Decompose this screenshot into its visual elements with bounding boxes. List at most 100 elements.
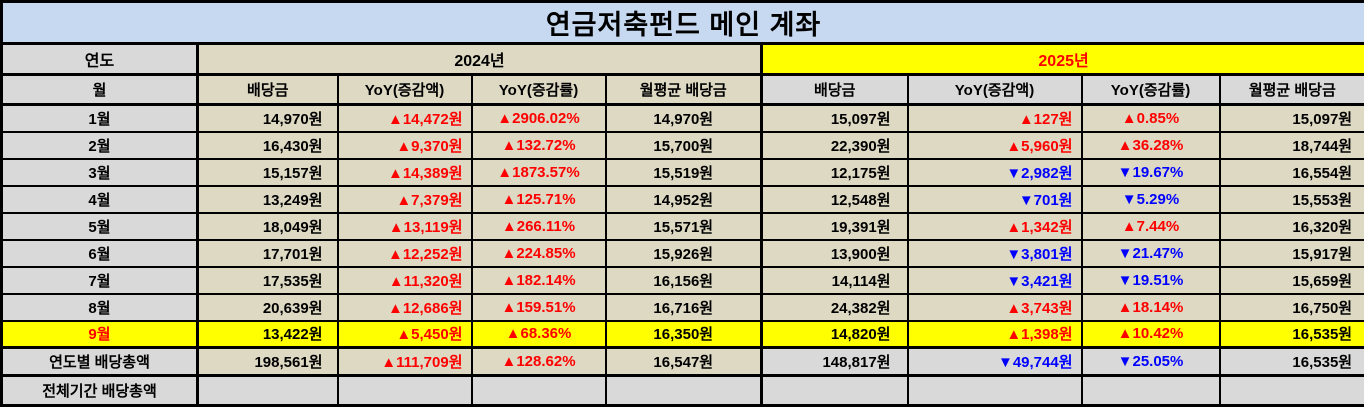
table-row: 3월 15,157원 ▲14,389원 ▲1873.57% 15,519원 12… (2, 159, 1364, 186)
table-row: 6월 17,701원 ▲12,252원 ▲224.85% 15,926원 13,… (2, 240, 1364, 267)
table-cell: 12,175원 (762, 159, 908, 186)
table-row: 4월 13,249원 ▲7,379원 ▲125.71% 14,952원 12,5… (2, 186, 1364, 213)
col-header-2025-monthly-avg: 월평균 배당금 (1220, 75, 1364, 105)
table-cell: ▲1,398원 (908, 321, 1082, 348)
table-cell: ▼3,801원 (908, 240, 1082, 267)
table-cell: ▲9,370원 (338, 132, 472, 159)
table-cell: ▼3,421원 (908, 267, 1082, 294)
page-title: 연금저축펀드 메인 계좌 (2, 2, 1364, 44)
table-cell: ▼25.05% (1082, 348, 1220, 376)
row-label: 5월 (2, 213, 198, 240)
row-label: 6월 (2, 240, 198, 267)
table-cell: 16,320원 (1220, 213, 1364, 240)
row-label: 2월 (2, 132, 198, 159)
table-cell: 16,716원 (606, 294, 762, 321)
table-cell: ▲11,320원 (338, 267, 472, 294)
table-cell: 15,700원 (606, 132, 762, 159)
table-cell: ▼701원 (908, 186, 1082, 213)
table-cell: 14,952원 (606, 186, 762, 213)
table-cell (908, 376, 1082, 406)
table-cell: 24,382원 (762, 294, 908, 321)
table-cell: ▲159.51% (472, 294, 606, 321)
table-cell: 13,900원 (762, 240, 908, 267)
table-cell: ▲7,379원 (338, 186, 472, 213)
table-cell: 12,548원 (762, 186, 908, 213)
row-label: 전체기간 배당총액 (2, 376, 198, 406)
table-cell: 15,097원 (1220, 105, 1364, 132)
table-cell: ▼21.47% (1082, 240, 1220, 267)
table-cell: 15,097원 (762, 105, 908, 132)
table-cell: ▲18.14% (1082, 294, 1220, 321)
table-cell: 16,430원 (198, 132, 338, 159)
table-cell: 16,547원 (606, 348, 762, 376)
table-cell: 15,553원 (1220, 186, 1364, 213)
col-header-2024-yoy-amount: YoY(증감액) (338, 75, 472, 105)
col-header-2025-yoy-amount: YoY(증감액) (908, 75, 1082, 105)
table-cell (198, 376, 338, 406)
table-cell: 13,422원 (198, 321, 338, 348)
table-cell: 15,571원 (606, 213, 762, 240)
table-cell: ▲12,686원 (338, 294, 472, 321)
year-2024-header: 2024년 (198, 44, 762, 75)
table-cell: 15,917원 (1220, 240, 1364, 267)
table-cell (762, 376, 908, 406)
table-cell: ▲224.85% (472, 240, 606, 267)
table-cell: ▲128.62% (472, 348, 606, 376)
table-row: 1월 14,970원 ▲14,472원 ▲2906.02% 14,970원 15… (2, 105, 1364, 132)
title-row: 연금저축펀드 메인 계좌 (2, 2, 1364, 44)
table-cell: 17,701원 (198, 240, 338, 267)
table-cell: ▲3,743원 (908, 294, 1082, 321)
table-cell: ▲7.44% (1082, 213, 1220, 240)
row-label: 7월 (2, 267, 198, 294)
table-cell: ▲14,472원 (338, 105, 472, 132)
row-label: 9월 (2, 321, 198, 348)
table-cell: ▲125.71% (472, 186, 606, 213)
row-label: 3월 (2, 159, 198, 186)
table-cell: 14,970원 (606, 105, 762, 132)
table-row-september-highlight: 9월 13,422원 ▲5,450원 ▲68.36% 16,350원 14,82… (2, 321, 1364, 348)
table-cell: 16,535원 (1220, 321, 1364, 348)
table-row: 5월 18,049원 ▲13,119원 ▲266.11% 15,571원 19,… (2, 213, 1364, 240)
table-cell (606, 376, 762, 406)
table-cell: 22,390원 (762, 132, 908, 159)
month-row-label: 월 (2, 75, 198, 105)
table-cell: ▲182.14% (472, 267, 606, 294)
row-label: 연도별 배당총액 (2, 348, 198, 376)
table-cell: ▼5.29% (1082, 186, 1220, 213)
table-cell: ▼49,744원 (908, 348, 1082, 376)
table-cell: 16,535원 (1220, 348, 1364, 376)
table-cell: ▲5,450원 (338, 321, 472, 348)
col-header-2024-monthly-avg: 월평균 배당금 (606, 75, 762, 105)
table-cell: ▲1873.57% (472, 159, 606, 186)
table-row: 8월 20,639원 ▲12,686원 ▲159.51% 16,716원 24,… (2, 294, 1364, 321)
table-cell: ▲12,252원 (338, 240, 472, 267)
table-cell: ▲0.85% (1082, 105, 1220, 132)
table-cell: ▲10.42% (1082, 321, 1220, 348)
table-cell: 16,554원 (1220, 159, 1364, 186)
table-cell: ▲2906.02% (472, 105, 606, 132)
year-row-label: 연도 (2, 44, 198, 75)
table-cell: 148,817원 (762, 348, 908, 376)
table-cell: 16,750원 (1220, 294, 1364, 321)
table-cell: ▲111,709원 (338, 348, 472, 376)
table-cell: ▲127원 (908, 105, 1082, 132)
table-cell: 19,391원 (762, 213, 908, 240)
period-total-row: 전체기간 배당총액 (2, 376, 1364, 406)
table-cell: 16,350원 (606, 321, 762, 348)
table-cell: ▼19.67% (1082, 159, 1220, 186)
table-cell (338, 376, 472, 406)
table-cell: 14,970원 (198, 105, 338, 132)
col-header-2024-dividend: 배당금 (198, 75, 338, 105)
row-label: 4월 (2, 186, 198, 213)
table-cell: ▲68.36% (472, 321, 606, 348)
year-2025-header: 2025년 (762, 44, 1364, 75)
col-header-2024-yoy-rate: YoY(증감률) (472, 75, 606, 105)
table-cell: ▼2,982원 (908, 159, 1082, 186)
table-cell: 18,744원 (1220, 132, 1364, 159)
table-cell: 15,157원 (198, 159, 338, 186)
table-cell (1220, 376, 1364, 406)
table-cell (1082, 376, 1220, 406)
table-cell: ▲36.28% (1082, 132, 1220, 159)
table-cell: 17,535원 (198, 267, 338, 294)
